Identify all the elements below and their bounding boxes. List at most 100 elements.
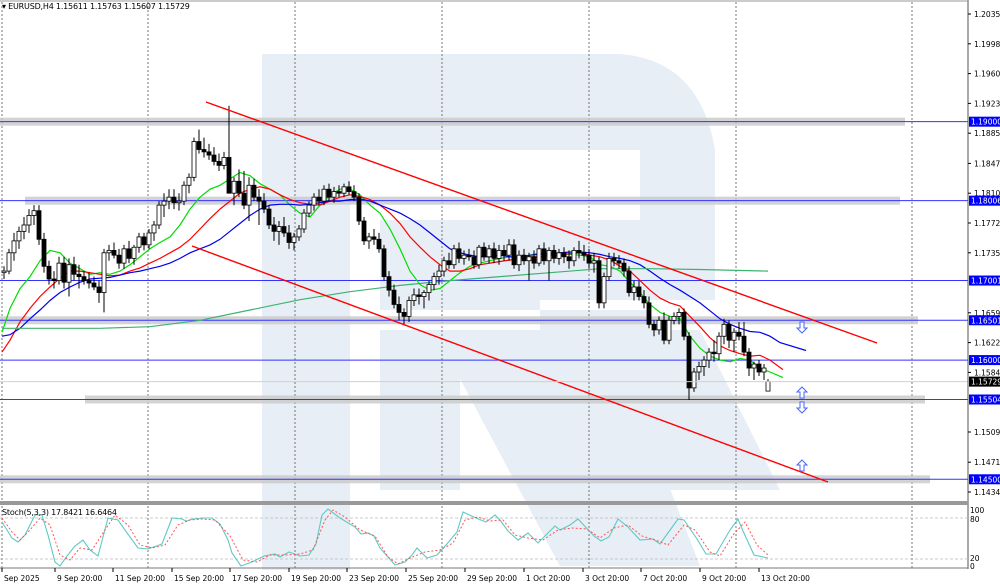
candle: [476, 246, 482, 266]
trend-channel[interactable]: [191, 101, 878, 483]
candle: [121, 248, 127, 264]
candle: [356, 196, 362, 222]
price-tick-label: 1.18475: [974, 159, 1000, 168]
candle: [221, 157, 227, 166]
candle: [566, 256, 572, 262]
candle: [171, 196, 177, 204]
collapse-icon[interactable]: ▾: [2, 2, 6, 11]
price-tick-label: 1.19605: [974, 70, 1000, 79]
candle: [381, 248, 387, 278]
candle: [541, 248, 547, 262]
candle: [231, 180, 237, 194]
candle: [66, 264, 72, 283]
symbol-ohlc-label: EURUSD,H4 1.15611 1.15763 1.15607 1.1572…: [8, 2, 190, 11]
candle: [336, 191, 342, 194]
candle: [626, 270, 632, 293]
candle: [491, 248, 497, 259]
time-axis[interactable]: Sep 2025 9 Sep 20:00 11 Sep 20:00 15 Sep 20…: [1, 568, 810, 583]
candle: [501, 250, 507, 256]
svg-text:1.17001: 1.17001: [971, 277, 1000, 286]
candle: [6, 252, 12, 272]
candle: [511, 244, 517, 266]
candle: [26, 215, 32, 226]
candle: [16, 230, 22, 242]
candle: [571, 250, 577, 262]
candle: [765, 381, 771, 392]
level-price-tag: [969, 195, 1000, 206]
candle: [136, 236, 142, 248]
level-price-tag: [969, 315, 1000, 326]
price-tick-label: 1.15095: [974, 428, 1000, 437]
candle: [446, 260, 452, 266]
stoch-level-label: 0: [970, 562, 975, 571]
candle: [146, 232, 152, 246]
time-tick-label: 1 Oct 20:00: [526, 574, 570, 583]
time-tick-label: 9 Oct 20:00: [702, 574, 746, 583]
candle: [306, 204, 312, 214]
level-price-tag: [969, 116, 1000, 127]
channel-upper-line[interactable]: [205, 101, 878, 344]
candle: [201, 149, 207, 153]
candle: [51, 278, 57, 282]
candle: [166, 196, 172, 202]
candle: [366, 236, 372, 242]
price-tick-label: 1.17350: [974, 249, 1000, 258]
candle: [131, 246, 137, 259]
candle: [496, 250, 502, 259]
candle: [411, 294, 417, 301]
candle: [251, 184, 257, 198]
arrow-down-icon: [795, 321, 809, 334]
candle: [716, 335, 722, 355]
watermark-logo: [262, 54, 780, 570]
candle: [61, 262, 67, 283]
time-tick-label: Sep 2025: [4, 574, 40, 583]
candle: [416, 294, 422, 297]
price-tick-label: 1.16220: [974, 339, 1000, 348]
time-tick-label: 23 Sep 20:00: [349, 574, 399, 583]
candle: [141, 236, 147, 246]
candle: [176, 200, 182, 204]
candle: [576, 250, 582, 254]
candle: [161, 200, 167, 206]
candle: [236, 180, 242, 194]
candle: [631, 286, 637, 293]
candlesticks: [1, 105, 771, 400]
candle: [751, 363, 757, 369]
price-axis[interactable]: 1.20355 1.19980 1.19605 1.19230 1.18855 1.184…: [968, 10, 1000, 497]
candle: [276, 226, 282, 232]
candle: [676, 312, 682, 317]
candle: [196, 141, 202, 150]
candle: [111, 250, 117, 256]
candle: [586, 254, 592, 264]
candle: [296, 228, 302, 238]
candle: [726, 323, 732, 341]
candle: [361, 220, 367, 242]
candle: [561, 252, 567, 258]
candle: [351, 191, 357, 198]
candle: [646, 302, 652, 325]
stoch-signal-line: [1, 509, 769, 565]
candle: [701, 359, 707, 367]
candle: [156, 204, 162, 226]
candle: [471, 256, 477, 266]
candle: [86, 280, 92, 284]
panel-separator[interactable]: [0, 501, 968, 505]
svg-text:1.14500: 1.14500: [971, 475, 1000, 484]
candle: [406, 300, 412, 317]
candle: [516, 254, 522, 266]
stoch-level-label: 100: [970, 506, 985, 515]
arrow-up-icon: [795, 459, 809, 472]
candle: [331, 191, 337, 198]
time-tick-label: 11 Sep 20:00: [115, 574, 165, 583]
candle: [656, 319, 662, 331]
candle: [691, 371, 697, 389]
candle: [436, 270, 442, 278]
price-tick-label: 1.14340: [974, 488, 1000, 497]
price-tick-label: 1.14715: [974, 458, 1000, 467]
candle: [341, 186, 347, 194]
candle: [326, 188, 332, 198]
price-tick-label: 1.18100: [974, 189, 1000, 198]
channel-lower-line[interactable]: [191, 245, 829, 483]
